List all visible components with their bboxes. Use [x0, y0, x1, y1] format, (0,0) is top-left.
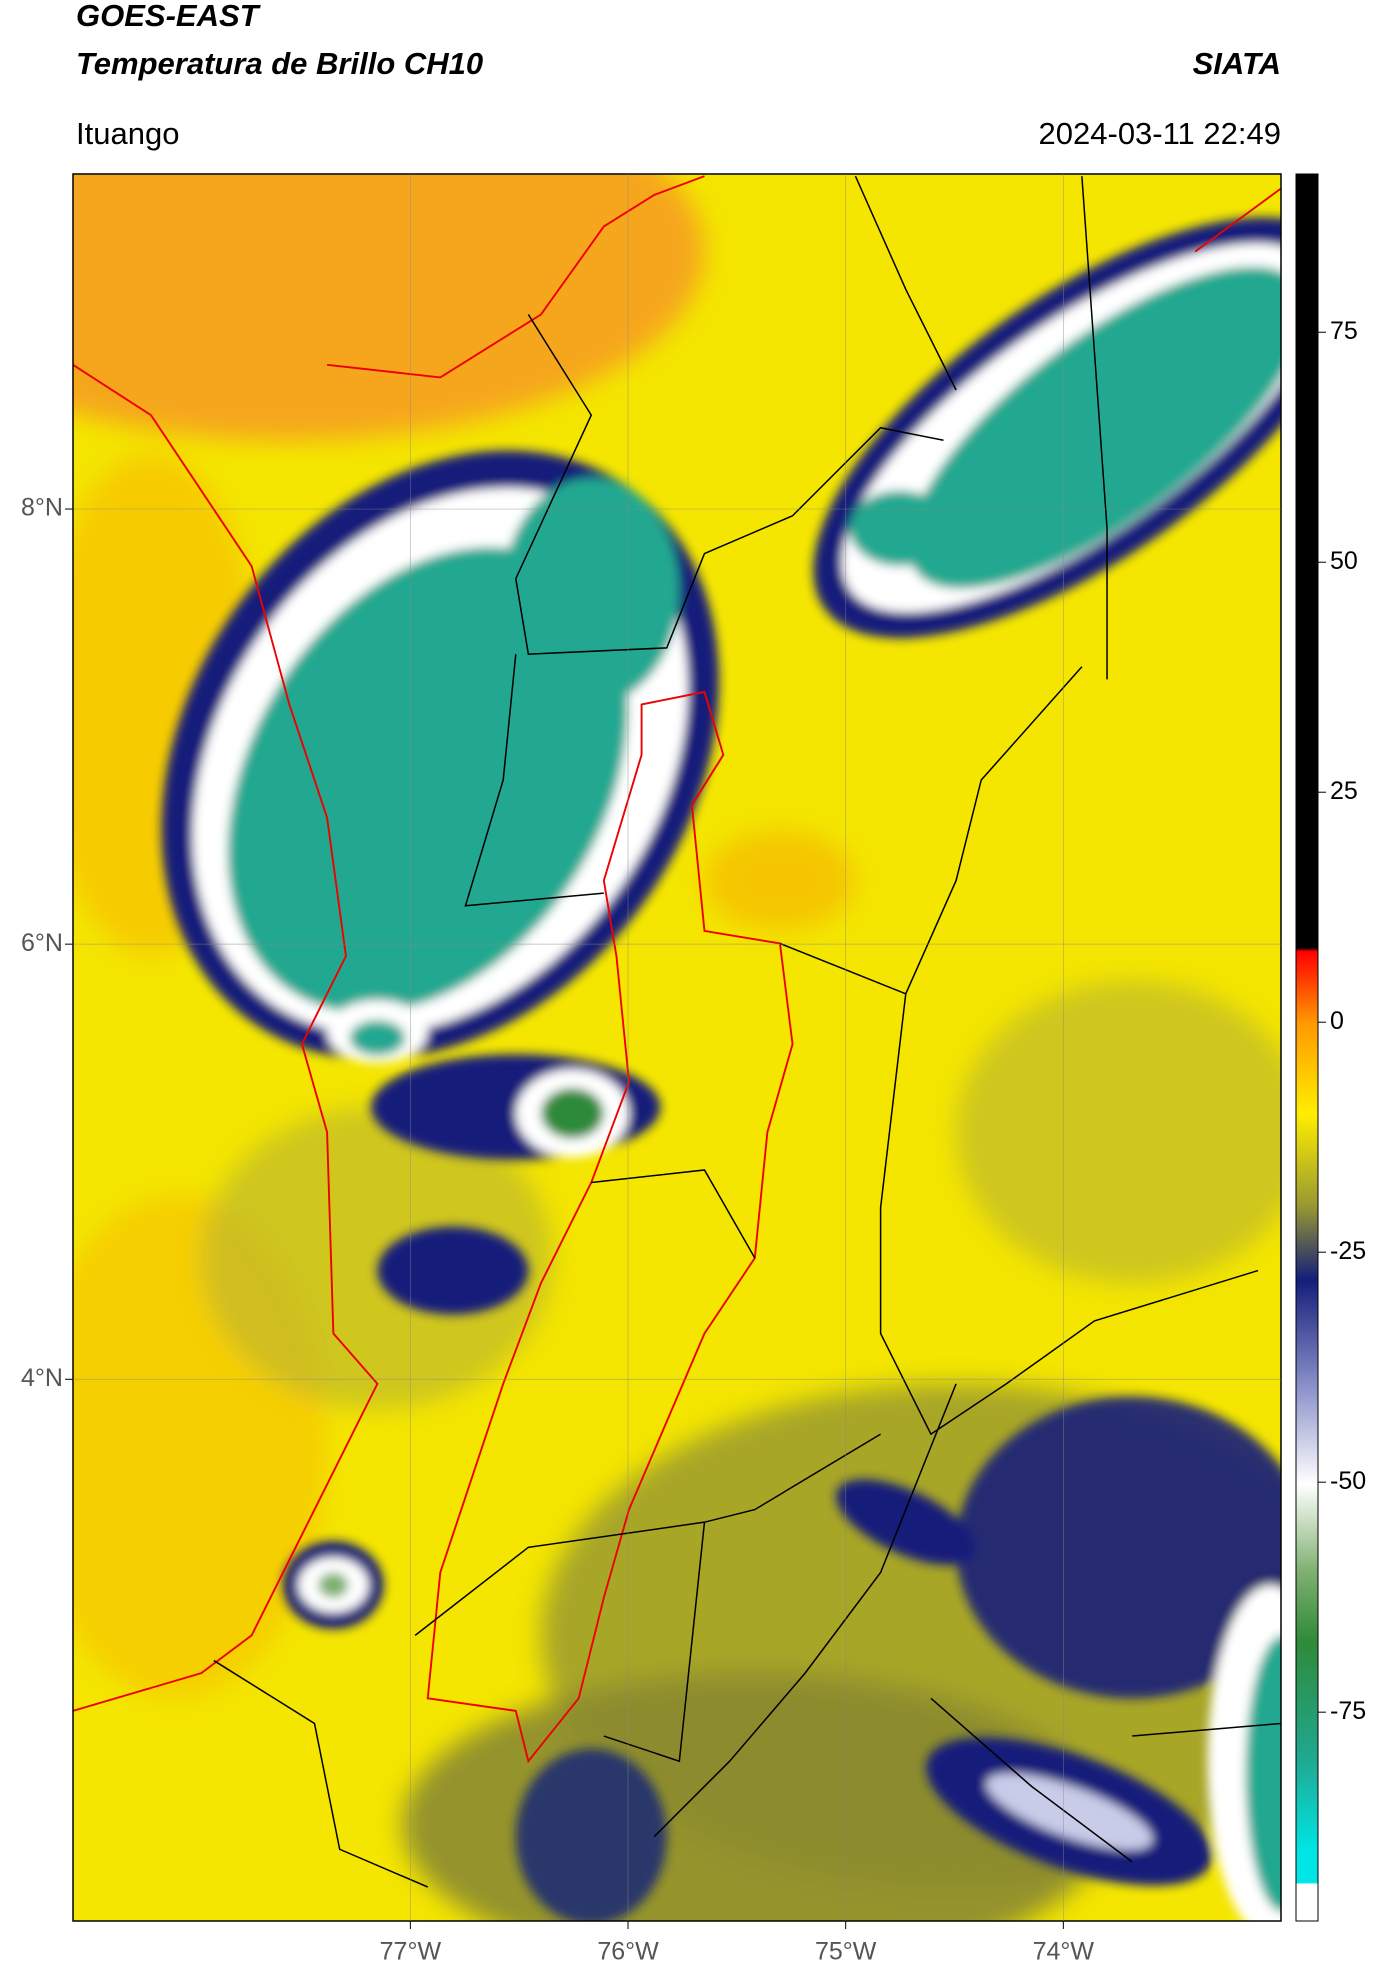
colorbar-tick-label: 0: [1330, 1007, 1344, 1035]
satellite-image: [72, 173, 1281, 1921]
x-tick-label: 75°W: [815, 1938, 877, 1966]
colorbar-tick-label: -50: [1330, 1467, 1366, 1495]
datetime: 2024-03-11 22:49: [1039, 116, 1281, 151]
source: SIATA: [1193, 46, 1281, 81]
y-tick-label: 6°N: [21, 929, 63, 957]
colorbar-tick-label: 25: [1330, 777, 1358, 805]
colorbar-tick-label: -25: [1330, 1237, 1366, 1265]
x-tick-label: 77°W: [380, 1938, 442, 1966]
location: Ituango: [76, 116, 179, 151]
title: GOES-EAST: [76, 0, 262, 33]
colorbar-tick-label: 50: [1330, 547, 1358, 575]
x-tick-label: 74°W: [1033, 1938, 1095, 1966]
map-frame: [72, 173, 1282, 1922]
subtitle: Temperatura de Brillo CH10: [76, 46, 483, 81]
x-tick-label: 76°W: [597, 1938, 659, 1966]
colorbar: [1295, 173, 1319, 1922]
colorbar-tick-label: -75: [1330, 1697, 1366, 1725]
y-tick-label: 8°N: [21, 494, 63, 522]
y-tick-label: 4°N: [21, 1364, 63, 1392]
colorbar-tick-label: 75: [1330, 317, 1358, 345]
